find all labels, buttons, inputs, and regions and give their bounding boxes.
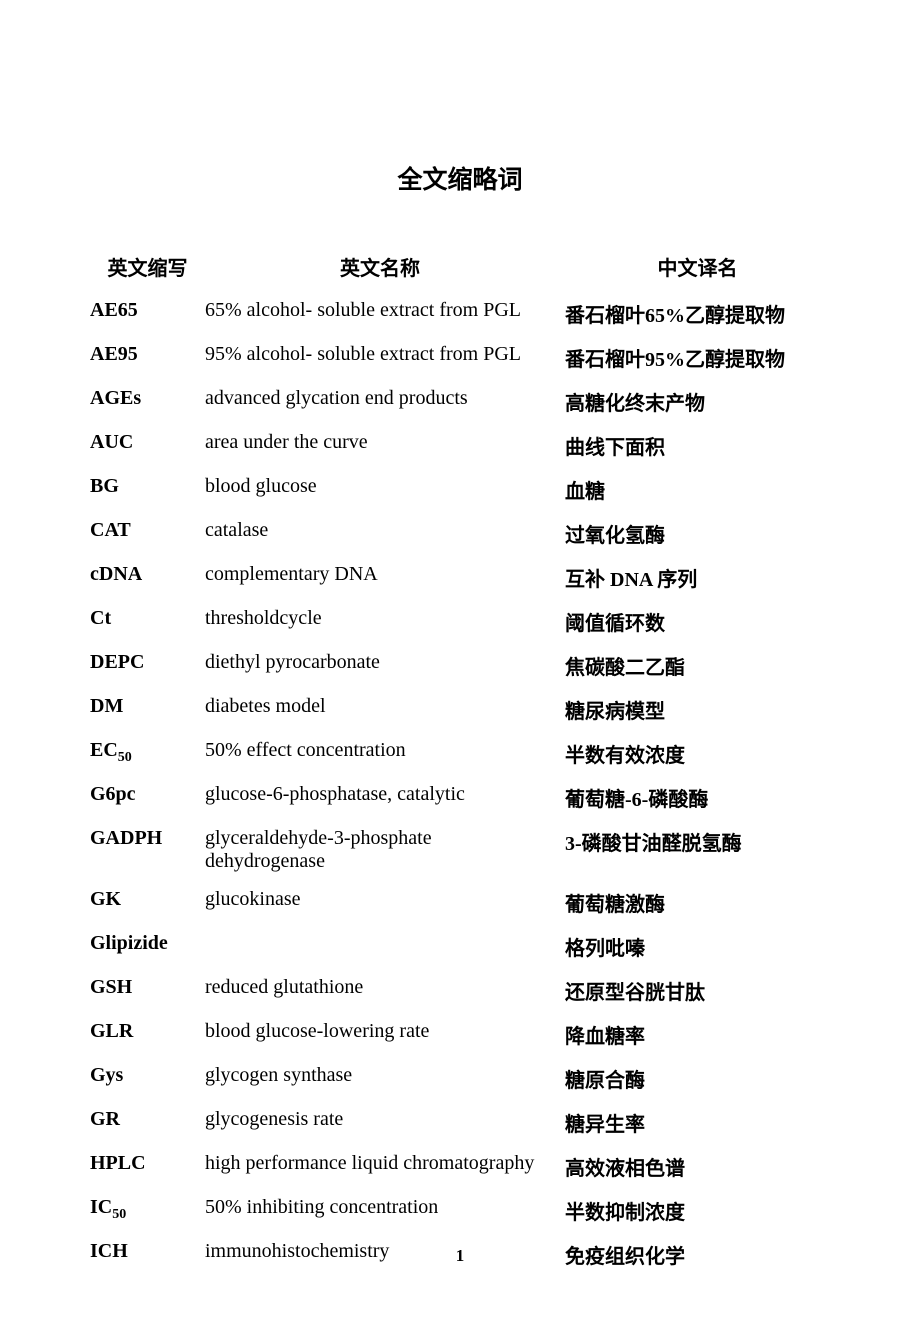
english-cell: complementary DNA	[205, 563, 565, 586]
abbr-cell: GK	[90, 888, 205, 911]
chinese-cell: 半数有效浓度	[565, 739, 830, 768]
abbr-cell: DEPC	[90, 651, 205, 674]
table-row: DEPCdiethyl pyrocarbonate焦碳酸二乙酯	[90, 651, 830, 680]
table-row: DMdiabetes model糖尿病模型	[90, 695, 830, 724]
chinese-cell: 高效液相色谱	[565, 1152, 830, 1181]
chinese-cell: 还原型谷胱甘肽	[565, 976, 830, 1005]
chinese-cell: 糖尿病模型	[565, 695, 830, 724]
abbr-cell: DM	[90, 695, 205, 718]
abbr-cell: GSH	[90, 976, 205, 999]
english-cell: thresholdcycle	[205, 607, 565, 630]
chinese-cell: 半数抑制浓度	[565, 1196, 830, 1225]
english-cell: blood glucose	[205, 475, 565, 498]
abbr-cell: AUC	[90, 431, 205, 454]
table-row: GRglycogenesis rate糖异生率	[90, 1108, 830, 1137]
abbr-cell: IC50	[90, 1196, 205, 1223]
chinese-cell: 格列吡嗪	[565, 932, 830, 961]
chinese-cell: 糖原合酶	[565, 1064, 830, 1093]
table-row: AUCarea under the curve曲线下面积	[90, 431, 830, 460]
table-row: EC5050% effect concentration半数有效浓度	[90, 739, 830, 768]
chinese-cell: 番石榴叶65%乙醇提取物	[565, 299, 830, 328]
chinese-cell: 焦碳酸二乙酯	[565, 651, 830, 680]
abbr-cell: CAT	[90, 519, 205, 542]
chinese-cell: 葡萄糖-6-磷酸酶	[565, 783, 830, 812]
english-cell: 95% alcohol- soluble extract from PGL	[205, 343, 565, 366]
chinese-cell: 血糖	[565, 475, 830, 504]
english-cell: 50% effect concentration	[205, 739, 565, 762]
page-number: 1	[0, 1246, 920, 1266]
table-row: HPLChigh performance liquid chromatograp…	[90, 1152, 830, 1181]
table-row: GSHreduced glutathione还原型谷胱甘肽	[90, 976, 830, 1005]
english-cell: area under the curve	[205, 431, 565, 454]
table-row: IC5050% inhibiting concentration半数抑制浓度	[90, 1196, 830, 1225]
abbr-cell: cDNA	[90, 563, 205, 586]
header-abbr: 英文缩写	[90, 252, 205, 281]
chinese-cell: 降血糖率	[565, 1020, 830, 1049]
table-row: Gysglycogen synthase糖原合酶	[90, 1064, 830, 1093]
english-cell: glyceraldehyde-3-phosphate dehydrogenase	[205, 827, 565, 873]
abbr-cell: GLR	[90, 1020, 205, 1043]
abbreviation-table: 英文缩写 英文名称 中文译名 AE6565% alcohol- soluble …	[90, 252, 830, 1269]
english-cell: advanced glycation end products	[205, 387, 565, 410]
abbr-cell: G6pc	[90, 783, 205, 806]
abbr-cell: AE65	[90, 299, 205, 322]
header-chinese: 中文译名	[565, 252, 830, 281]
chinese-cell: 糖异生率	[565, 1108, 830, 1137]
english-cell: glycogen synthase	[205, 1064, 565, 1087]
english-cell: diabetes model	[205, 695, 565, 718]
english-cell: 65% alcohol- soluble extract from PGL	[205, 299, 565, 322]
english-cell: reduced glutathione	[205, 976, 565, 999]
table-row: GKglucokinase葡萄糖激酶	[90, 888, 830, 917]
table-row: AE6565% alcohol- soluble extract from PG…	[90, 299, 830, 328]
chinese-cell: 曲线下面积	[565, 431, 830, 460]
table-row: BGblood glucose血糖	[90, 475, 830, 504]
chinese-cell: 阈值循环数	[565, 607, 830, 636]
english-cell: glycogenesis rate	[205, 1108, 565, 1131]
abbr-cell: Ct	[90, 607, 205, 630]
table-row: G6pcglucose-6-phosphatase, catalytic葡萄糖-…	[90, 783, 830, 812]
table-row: cDNAcomplementary DNA互补 DNA 序列	[90, 563, 830, 592]
english-cell: diethyl pyrocarbonate	[205, 651, 565, 674]
table-row: AGEsadvanced glycation end products高糖化终末…	[90, 387, 830, 416]
abbr-cell: AGEs	[90, 387, 205, 410]
abbr-cell: BG	[90, 475, 205, 498]
chinese-cell: 高糖化终末产物	[565, 387, 830, 416]
abbr-cell: AE95	[90, 343, 205, 366]
page-title: 全文缩略词	[90, 160, 830, 196]
table-row: Ctthresholdcycle阈值循环数	[90, 607, 830, 636]
abbr-cell: Glipizide	[90, 932, 205, 955]
abbr-cell: GADPH	[90, 827, 205, 850]
english-cell: 50% inhibiting concentration	[205, 1196, 565, 1219]
table-row: GADPHglyceraldehyde-3-phosphate dehydrog…	[90, 827, 830, 873]
header-english: 英文名称	[205, 252, 565, 281]
chinese-cell: 番石榴叶95%乙醇提取物	[565, 343, 830, 372]
abbr-cell: HPLC	[90, 1152, 205, 1175]
table-row: CATcatalase过氧化氢酶	[90, 519, 830, 548]
table-row: AE9595% alcohol- soluble extract from PG…	[90, 343, 830, 372]
english-cell: catalase	[205, 519, 565, 542]
abbr-cell: EC50	[90, 739, 205, 766]
chinese-cell: 葡萄糖激酶	[565, 888, 830, 917]
chinese-cell: 互补 DNA 序列	[565, 563, 830, 592]
abbr-cell: Gys	[90, 1064, 205, 1087]
table-header-row: 英文缩写 英文名称 中文译名	[90, 252, 830, 281]
abbr-cell: GR	[90, 1108, 205, 1131]
english-cell: glucokinase	[205, 888, 565, 911]
table-row: Glipizide 格列吡嗪	[90, 932, 830, 961]
english-cell: high performance liquid chromatography	[205, 1152, 565, 1175]
table-row: GLRblood glucose-lowering rate降血糖率	[90, 1020, 830, 1049]
english-cell: glucose-6-phosphatase, catalytic	[205, 783, 565, 806]
chinese-cell: 过氧化氢酶	[565, 519, 830, 548]
chinese-cell: 3-磷酸甘油醛脱氢酶	[565, 827, 830, 856]
english-cell: blood glucose-lowering rate	[205, 1020, 565, 1043]
